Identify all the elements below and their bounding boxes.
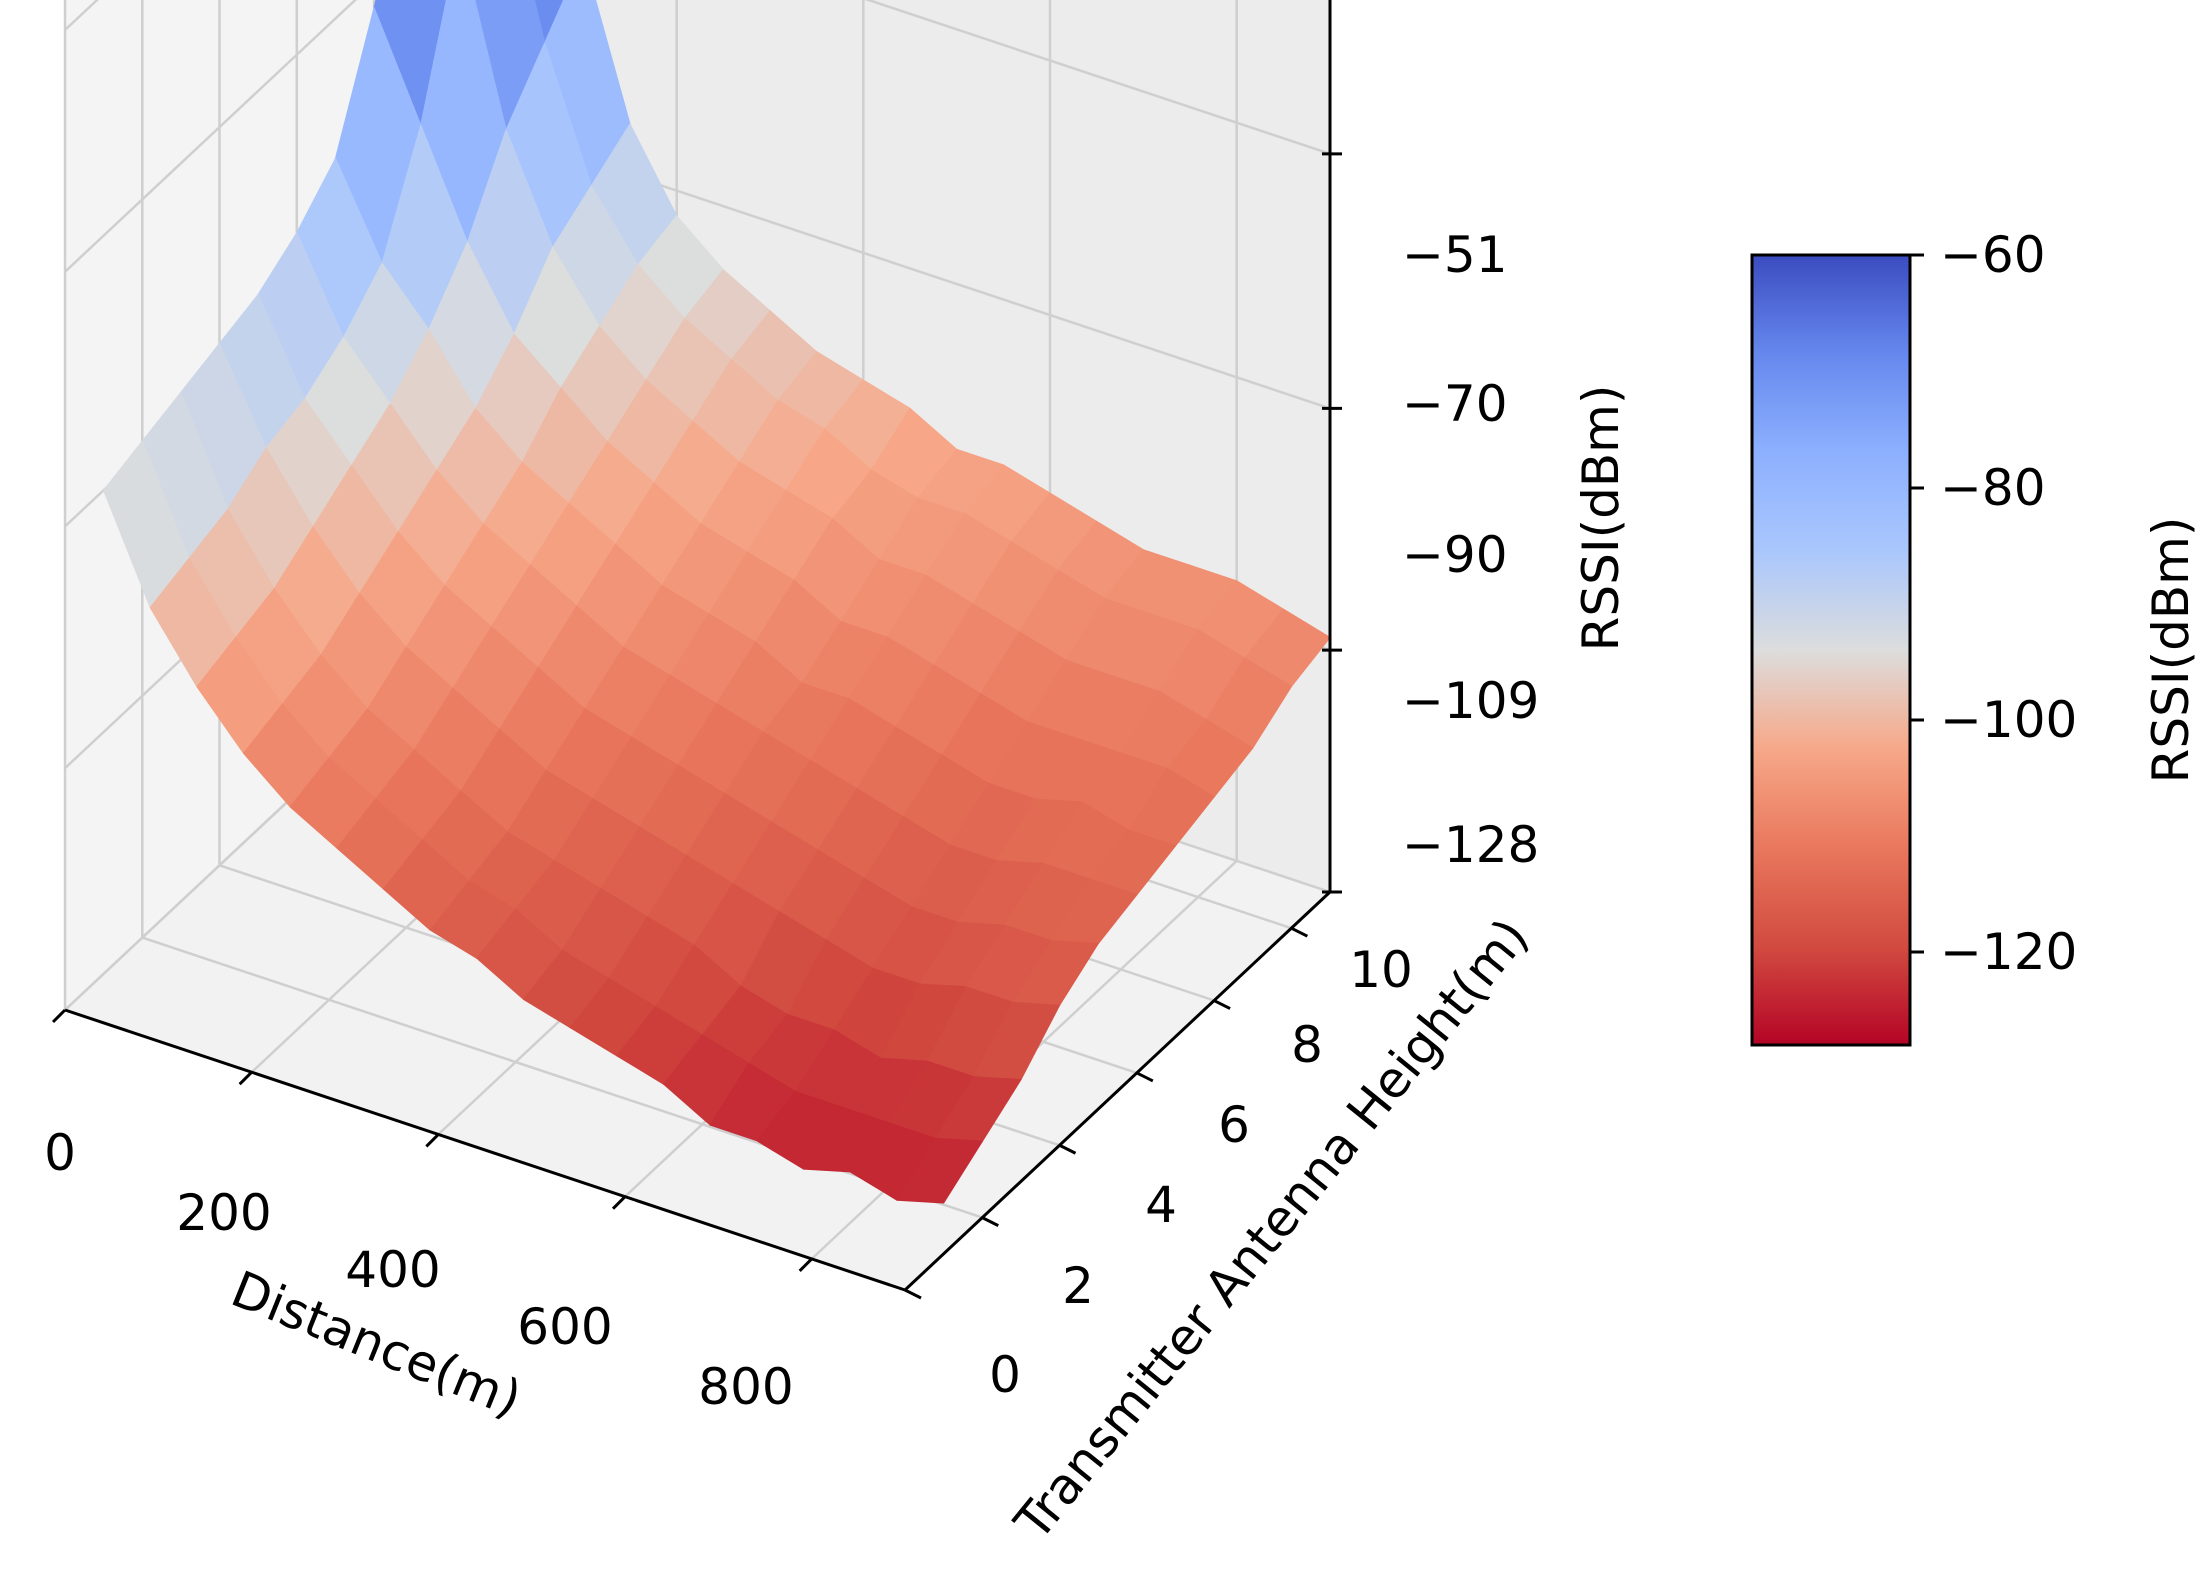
- colorbar-tick-label: −120: [1940, 923, 2077, 981]
- colorbar-label: RSSI(dBm): [2142, 517, 2200, 784]
- y-tick-mark: [1136, 1071, 1154, 1083]
- y-tick-label: 10: [1349, 941, 1413, 999]
- z-tick-label: −128: [1402, 816, 1539, 874]
- x-tick-mark: [238, 1071, 253, 1086]
- y-tick-label: 2: [1062, 1257, 1094, 1315]
- x-tick-label: 0: [44, 1124, 76, 1182]
- y-tick-mark: [981, 1216, 999, 1227]
- colorbar-tick-label: −100: [1940, 691, 2077, 749]
- z-tick-label: −51: [1402, 226, 1508, 284]
- colorbar-tick-label: −60: [1940, 226, 2046, 284]
- surface-facet: [896, 1137, 983, 1204]
- y-tick-label: 0: [989, 1346, 1021, 1404]
- x-tick-mark: [51, 1008, 67, 1024]
- x-tick-label: 600: [517, 1298, 612, 1356]
- x-tick-label: 800: [698, 1358, 793, 1416]
- x-tick-mark: [798, 1257, 813, 1272]
- x-axis-line: [64, 1008, 906, 1292]
- y-axis-line: [903, 890, 1332, 1292]
- y-tick-label: 4: [1145, 1176, 1177, 1234]
- y-tick-mark: [1058, 1143, 1077, 1155]
- x-tick-label: 200: [176, 1184, 271, 1242]
- y-tick-mark: [1213, 999, 1231, 1010]
- x-tick-mark: [611, 1195, 627, 1210]
- z-tick-label: −109: [1402, 672, 1539, 730]
- x-tick-label: 400: [345, 1241, 440, 1299]
- z-axis-label: RSSI(dBm): [1572, 385, 1630, 652]
- z-tick-label: −90: [1402, 526, 1508, 584]
- axes-lines: [51, 0, 1342, 1300]
- colorbar-tick-label: −80: [1940, 459, 2046, 517]
- colorbar-gradient: [1750, 253, 1912, 1047]
- colorbar: −60 −80 −100 −120 RSSI(dBm): [1750, 226, 2200, 1047]
- y-tick-label: 8: [1291, 1016, 1323, 1074]
- rssi-surface: [102, 0, 1331, 1204]
- y-tick-label: 6: [1218, 1096, 1250, 1154]
- z-axis-tick-labels: −51 −70 −90 −109 −128: [1402, 226, 1539, 874]
- surface-facet: [533, 0, 565, 44]
- z-gridline: [64, 0, 1331, 273]
- z-tick-label: −70: [1402, 375, 1508, 433]
- y-tick-mark: [904, 1288, 922, 1300]
- x-axis-tick-labels: 0 200 400 600 800: [44, 1124, 794, 1416]
- y-axis-tick-labels: 0 2 4 6 8 10: [989, 941, 1413, 1404]
- x-tick-mark: [425, 1133, 440, 1148]
- y-tick-mark: [1290, 926, 1309, 938]
